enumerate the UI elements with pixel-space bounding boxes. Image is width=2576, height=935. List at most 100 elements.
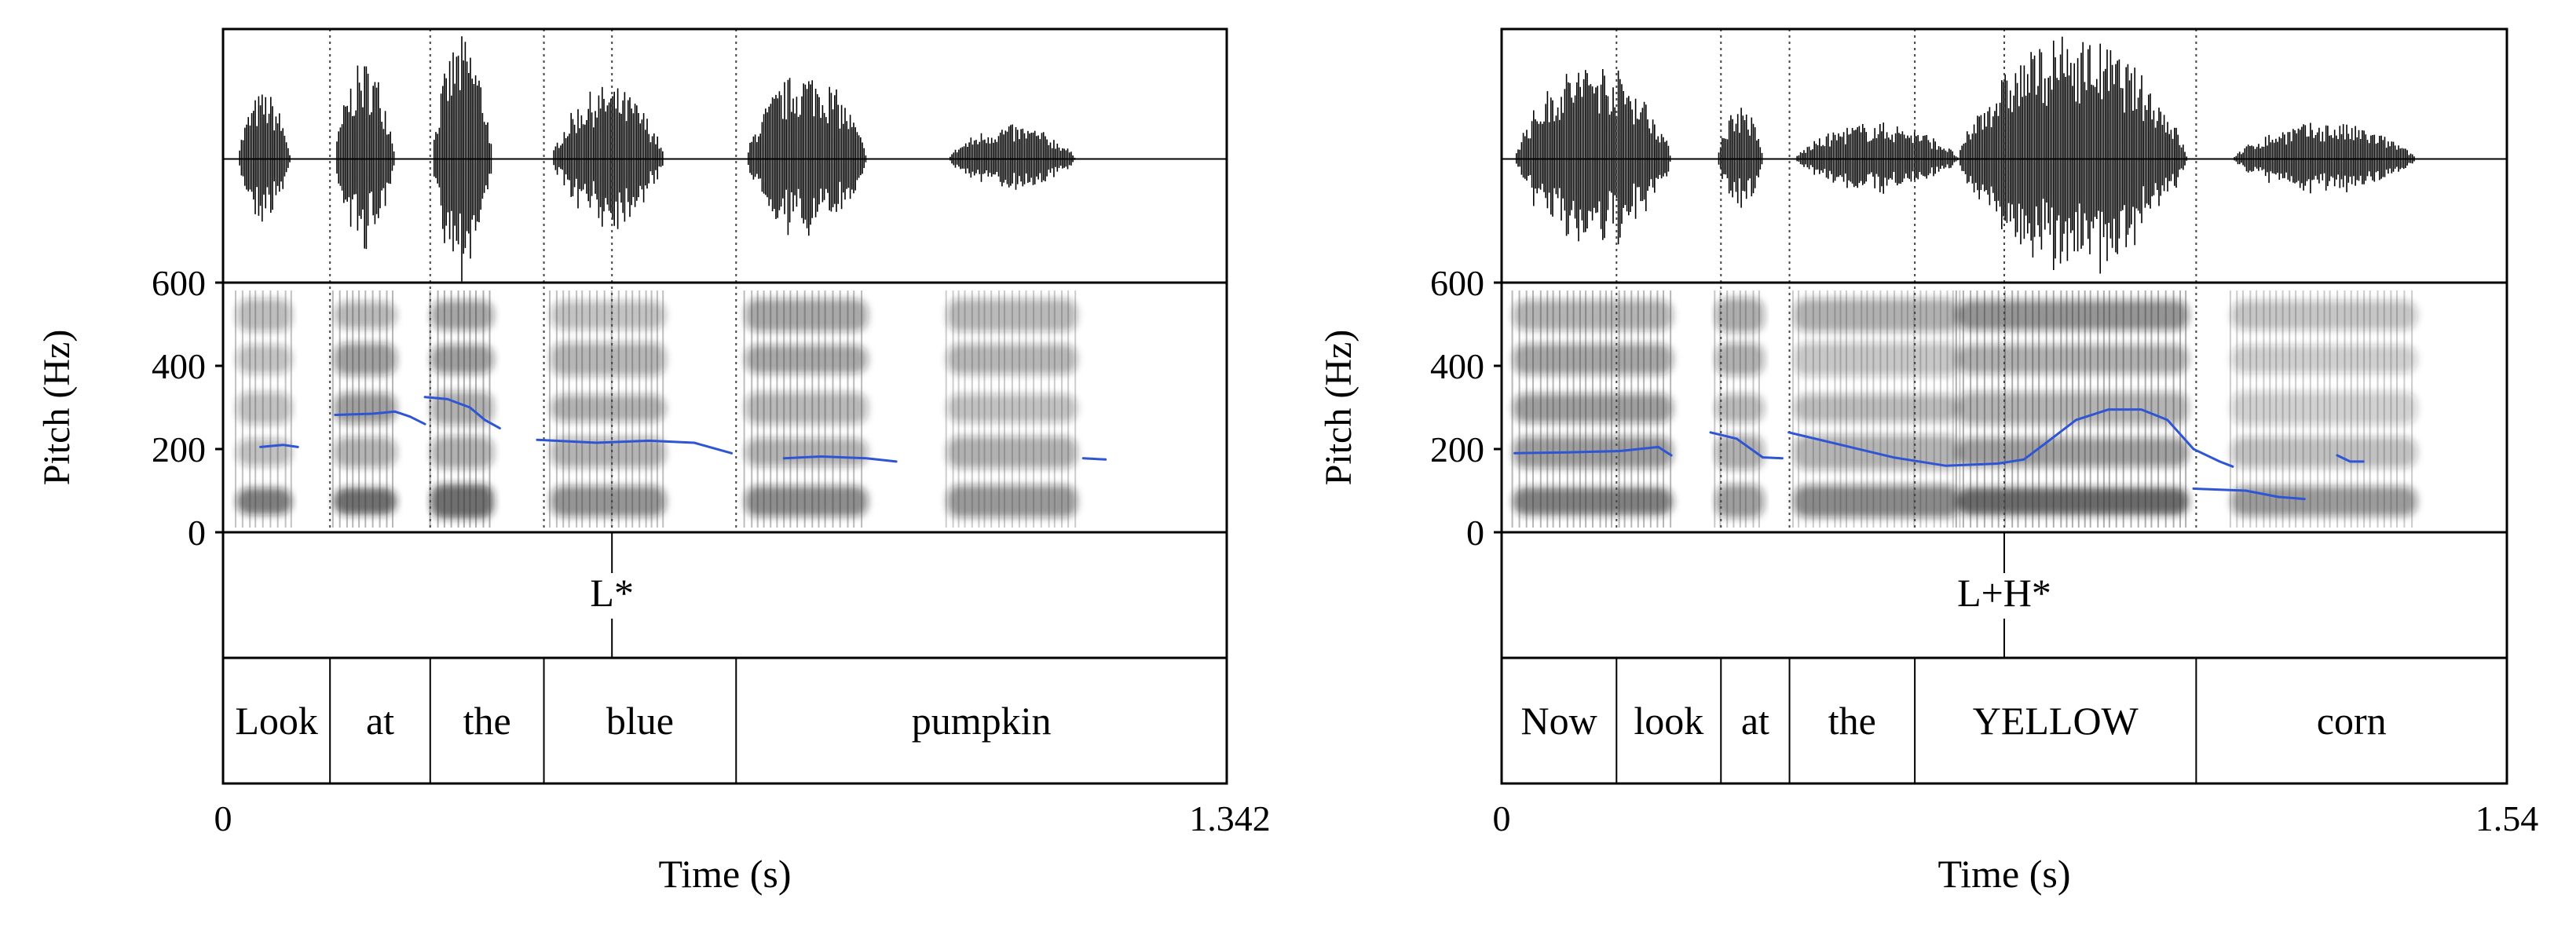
- spectrogram-band: [333, 488, 397, 515]
- pitch-contour: [2192, 487, 2306, 501]
- spectrogram-striations: [331, 290, 393, 528]
- pitch-contour: [1513, 445, 1673, 457]
- pitch-contour: [1709, 431, 1784, 460]
- y-tick-label: 600: [152, 263, 206, 303]
- plot-frame: [221, 27, 1228, 785]
- spectrogram-band: [2230, 345, 2417, 374]
- x-axis-label: Time (s): [658, 852, 791, 896]
- plot-frame: [1500, 27, 2508, 785]
- spectrogram-band: [551, 301, 666, 330]
- word-label: the: [1828, 699, 1876, 743]
- spectrogram-band: [946, 436, 1078, 469]
- spectrogram-band: [946, 484, 1078, 518]
- waveform-burst: [336, 65, 395, 250]
- spectrogram-band: [745, 438, 868, 467]
- spectrogram-energy: [1513, 299, 1674, 516]
- waveform-burst: [434, 36, 492, 282]
- y-tick-label: 400: [1430, 346, 1484, 386]
- word-label: blue: [606, 699, 674, 743]
- spectrogram-band: [1715, 484, 1765, 518]
- spectrogram-band: [946, 394, 1078, 422]
- waveform: [223, 36, 1227, 282]
- spectrogram-energy: [1715, 298, 1765, 518]
- waveform-burst: [1516, 69, 1671, 245]
- spectrogram-band: [1956, 344, 2189, 374]
- waveform-burst: [1959, 36, 2187, 274]
- chart-panel-2: 0 200 400 600 Pitch (Hz) L+H* Now look at the YELL…: [1318, 27, 2539, 896]
- spectrogram: [235, 290, 1078, 528]
- spectrogram-band: [1956, 300, 2189, 331]
- spectrogram-band: [551, 342, 666, 376]
- spectrogram-energy: [430, 300, 494, 519]
- spectrogram-striations: [235, 290, 292, 528]
- spectrogram-energy: [946, 298, 1078, 518]
- spectrogram-band: [333, 393, 397, 424]
- spectrogram-band: [1513, 393, 1674, 423]
- spectrogram-band: [236, 438, 292, 466]
- word-label: Now: [1521, 699, 1597, 743]
- y-tick-label: 0: [1466, 513, 1484, 553]
- spectrogram-band: [1513, 487, 1674, 516]
- y-axis-label: Pitch (Hz): [36, 330, 78, 486]
- spectrogram-striations: [549, 290, 664, 528]
- spectrogram-band: [1715, 393, 1765, 423]
- spectrogram-band: [333, 301, 397, 329]
- pitch-contour: [259, 444, 299, 448]
- x-end-label: 1.54: [2475, 798, 2539, 838]
- spectrogram-band: [1794, 342, 1960, 376]
- spectrogram-band: [745, 298, 868, 332]
- spectrogram-band: [1513, 343, 1674, 375]
- spectrogram-band: [430, 344, 494, 374]
- spectrogram: [1511, 290, 2417, 528]
- pitch-contour: [334, 410, 426, 425]
- spectrogram-striations: [1792, 290, 1961, 528]
- waveform-burst: [1718, 108, 1763, 208]
- spectrogram-band: [333, 436, 397, 468]
- spectrogram-energy: [2230, 300, 2417, 517]
- tone-label: L*: [590, 571, 634, 615]
- waveform-burst: [748, 78, 867, 236]
- spectrogram-band: [946, 298, 1078, 332]
- y-tick-label: 200: [1430, 429, 1484, 469]
- spectrogram-energy: [551, 301, 666, 517]
- pitch-contour: [423, 396, 501, 429]
- spectrogram-band: [551, 436, 666, 468]
- spectrogram-band: [1794, 394, 1960, 422]
- pitch-contour: [1081, 457, 1107, 461]
- spectrogram-energy: [1794, 298, 1960, 518]
- y-axis-label: Pitch (Hz): [1318, 330, 1359, 486]
- spectrogram-band: [2230, 392, 2417, 425]
- word-label: at: [1741, 699, 1769, 743]
- spectrogram-band: [1956, 487, 2189, 516]
- spectrogram-striations: [743, 290, 863, 528]
- waveform-burst: [2234, 122, 2415, 194]
- spectrogram-band: [551, 485, 666, 517]
- spectrogram-striations: [1511, 290, 1672, 528]
- waveform-burst: [1796, 122, 1959, 194]
- pitch-contour: [1787, 408, 2234, 468]
- spectrogram-band: [2230, 436, 2417, 468]
- pitch-contour: [536, 438, 734, 455]
- spectrogram-striations: [2229, 290, 2413, 528]
- spectrogram-band: [236, 345, 292, 374]
- tone-label: L+H*: [1957, 571, 2051, 615]
- spectrogram-band: [236, 298, 292, 332]
- spectrogram-band: [236, 392, 292, 425]
- x-axis-label: Time (s): [1937, 852, 2070, 896]
- y-tick-label: 0: [188, 513, 206, 553]
- chart-panel-1: 0 200 400 600 Pitch (Hz) L* Look at the blue pumpk…: [36, 27, 1271, 896]
- x-start-label: 0: [1493, 798, 1511, 838]
- waveform-burst: [553, 86, 664, 229]
- spectrogram-energy: [1956, 300, 2189, 516]
- waveform: [1502, 36, 2507, 274]
- spectrogram-band: [430, 300, 494, 331]
- y-tick-label: 600: [1430, 263, 1484, 303]
- x-start-label: 0: [214, 798, 232, 838]
- spectrogram-band: [1715, 342, 1765, 376]
- spectrogram-band: [1715, 435, 1765, 470]
- spectrogram-band: [1794, 298, 1960, 332]
- pitch-contour: [782, 455, 898, 463]
- spectrogram-band: [745, 392, 868, 425]
